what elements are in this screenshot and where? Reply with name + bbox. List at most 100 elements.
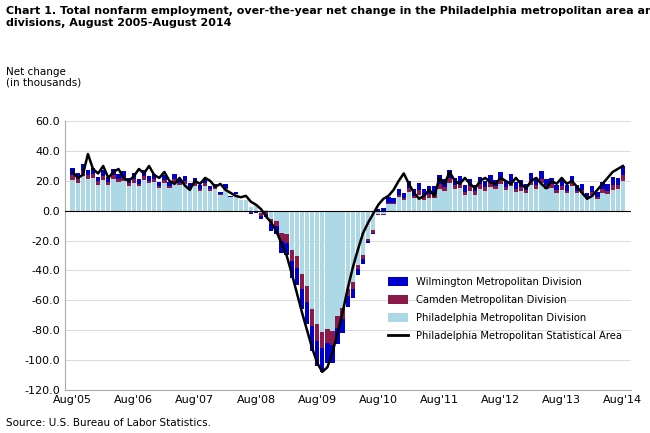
Bar [142, 170, 146, 176]
Bar [590, 195, 595, 211]
Bar [432, 186, 437, 194]
Bar [127, 183, 131, 186]
Bar [616, 185, 620, 189]
Text: Chart 1. Total nonfarm employment, over-the-year net change in the Philadelphia : Chart 1. Total nonfarm employment, over-… [6, 6, 650, 16]
Bar [488, 187, 493, 211]
Bar [203, 178, 207, 183]
Bar [157, 182, 161, 186]
Bar [346, 297, 350, 307]
Bar [294, 256, 299, 268]
Bar [213, 184, 218, 187]
Bar [111, 169, 116, 175]
Bar [300, 211, 304, 274]
Bar [310, 310, 314, 326]
Bar [529, 180, 533, 185]
Bar [544, 188, 549, 211]
Bar [382, 208, 385, 211]
Bar [341, 211, 344, 308]
Bar [131, 183, 136, 211]
Bar [427, 186, 432, 194]
Bar [366, 239, 370, 241]
Bar [351, 211, 355, 282]
Bar [468, 178, 472, 186]
Bar [162, 175, 166, 180]
Bar [412, 198, 416, 211]
Bar [111, 175, 116, 179]
Bar [122, 177, 125, 181]
Bar [203, 183, 207, 186]
Bar [452, 185, 457, 189]
Bar [396, 197, 401, 211]
Bar [361, 259, 365, 264]
Bar [386, 197, 391, 203]
Bar [534, 179, 538, 185]
Bar [106, 185, 110, 211]
Bar [280, 211, 283, 233]
Bar [224, 184, 228, 187]
Bar [198, 185, 202, 189]
Bar [218, 192, 222, 194]
Bar [422, 196, 426, 200]
Bar [300, 289, 304, 309]
Bar [335, 211, 340, 317]
Bar [147, 181, 151, 183]
Bar [417, 194, 421, 211]
Bar [106, 181, 110, 185]
Bar [463, 191, 467, 195]
Bar [391, 198, 396, 203]
Bar [264, 213, 268, 217]
Bar [565, 191, 569, 193]
Bar [289, 250, 294, 262]
Bar [70, 174, 75, 180]
Bar [493, 186, 498, 189]
Bar [177, 185, 182, 211]
Bar [289, 211, 294, 250]
Bar [280, 233, 283, 241]
Bar [305, 302, 309, 323]
Bar [341, 308, 344, 319]
Bar [177, 178, 182, 183]
Bar [70, 168, 75, 174]
Bar [330, 345, 335, 363]
Bar [274, 211, 279, 221]
Bar [590, 192, 595, 195]
Bar [86, 179, 90, 211]
Bar [269, 224, 274, 231]
Bar [554, 185, 559, 191]
Bar [289, 262, 294, 278]
Bar [244, 211, 248, 212]
Bar [478, 189, 482, 211]
Bar [580, 190, 584, 193]
Bar [81, 176, 85, 211]
Bar [508, 182, 513, 186]
Bar [101, 176, 105, 180]
Bar [198, 191, 202, 211]
Bar [116, 179, 121, 182]
Text: Source: U.S. Bureau of Labor Statistics.: Source: U.S. Bureau of Labor Statistics. [6, 418, 211, 428]
Bar [320, 348, 324, 372]
Bar [127, 186, 131, 211]
Bar [167, 182, 172, 186]
Bar [346, 289, 350, 297]
Bar [285, 234, 289, 243]
Bar [320, 211, 324, 332]
Bar [122, 181, 125, 211]
Bar [147, 183, 151, 211]
Bar [136, 186, 141, 211]
Bar [91, 174, 95, 178]
Bar [239, 211, 243, 212]
Bar [218, 194, 222, 211]
Bar [585, 197, 590, 199]
Bar [534, 185, 538, 189]
Bar [463, 195, 467, 211]
Bar [473, 191, 477, 194]
Bar [86, 170, 90, 175]
Bar [437, 184, 441, 189]
Bar [269, 219, 274, 224]
Bar [585, 199, 590, 211]
Bar [315, 341, 319, 365]
Bar [605, 194, 610, 211]
Bar [601, 193, 604, 211]
Bar [157, 188, 161, 211]
Bar [499, 184, 502, 211]
